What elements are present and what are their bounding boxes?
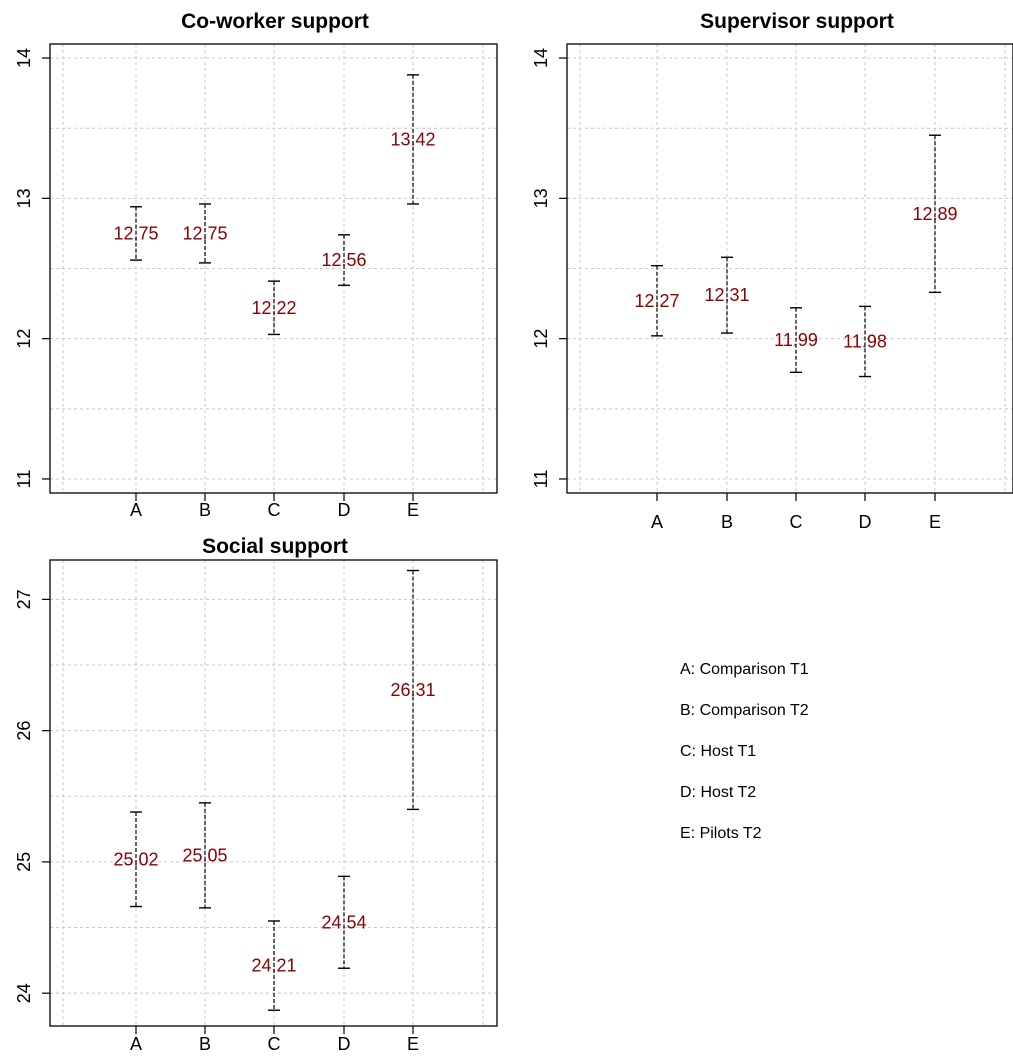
panel-title: Supervisor support — [700, 10, 894, 33]
x-tick-label: D — [338, 500, 351, 520]
y-tick-label: 27 — [14, 589, 34, 609]
chart-panel-1: Co-worker support 11 12 13 14 A B C D E 12.75 12.75… — [14, 10, 498, 520]
value-label: 24.21 — [251, 956, 296, 976]
panel-title: Social support — [202, 535, 348, 558]
value-label: 12.89 — [912, 204, 957, 224]
y-tick-label: 14 — [531, 48, 551, 68]
y-tick-label: 12 — [531, 329, 551, 349]
chart-panel-2: Supervisor support 11 12 13 14 A B C D E 12.27 12.3… — [531, 10, 1013, 532]
value-label: 11.98 — [843, 331, 887, 351]
y-tick-label: 24 — [14, 983, 34, 1003]
value-label: 12.27 — [634, 291, 679, 311]
x-tick-label: C — [268, 500, 281, 520]
chart-panel-3: Social support 24 25 26 27 A B C D E 25.02 25.05 24.… — [14, 535, 498, 1054]
chart-panels: Co-worker support 11 12 13 14 A B C D E 12.75 12.75… — [14, 10, 1013, 1054]
panel-title: Co-worker support — [181, 10, 369, 33]
value-label: 13.42 — [390, 129, 435, 149]
legend-item: D: Host T2 — [680, 784, 756, 801]
legend-item: B: Comparison T2 — [680, 702, 809, 719]
value-label: 11.99 — [774, 330, 818, 350]
y-tick-label: 14 — [14, 48, 34, 68]
y-tick-label: 11 — [14, 470, 34, 489]
x-tick-label: A — [651, 512, 663, 532]
legend: A: Comparison T1 B: Comparison T2 C: Host … — [680, 661, 809, 842]
value-label: 12.75 — [182, 223, 227, 243]
legend-item: C: Host T1 — [680, 743, 756, 760]
x-tick-label: A — [130, 1034, 142, 1054]
value-label: 12.75 — [113, 223, 158, 243]
value-label: 25.05 — [182, 845, 227, 865]
y-tick-label: 25 — [14, 852, 34, 872]
legend-item: E: Pilots T2 — [680, 825, 762, 842]
y-tick-label: 13 — [531, 188, 551, 208]
value-label: 12.22 — [251, 298, 296, 318]
x-tick-label: B — [199, 1034, 211, 1054]
value-label: 12.31 — [704, 285, 749, 305]
y-tick-label: 12 — [14, 329, 34, 349]
value-label: 24.54 — [321, 912, 366, 932]
value-label: 25.02 — [113, 849, 158, 869]
x-tick-label: B — [721, 512, 733, 532]
y-tick-label: 13 — [14, 188, 34, 208]
x-tick-label: A — [130, 500, 142, 520]
value-label: 26.31 — [390, 680, 435, 700]
x-tick-label: C — [268, 1034, 281, 1054]
x-tick-label: E — [407, 1034, 419, 1054]
x-tick-label: C — [790, 512, 803, 532]
plot-frame — [566, 43, 1013, 494]
y-tick-label: 26 — [14, 721, 34, 741]
legend-item: A: Comparison T1 — [680, 661, 809, 678]
x-tick-label: D — [859, 512, 872, 532]
x-tick-label: B — [199, 500, 211, 520]
x-tick-label: E — [929, 512, 941, 532]
x-tick-label: D — [338, 1034, 351, 1054]
x-tick-label: E — [407, 500, 419, 520]
value-label: 12.56 — [321, 250, 366, 270]
y-tick-label: 11 — [531, 470, 551, 489]
